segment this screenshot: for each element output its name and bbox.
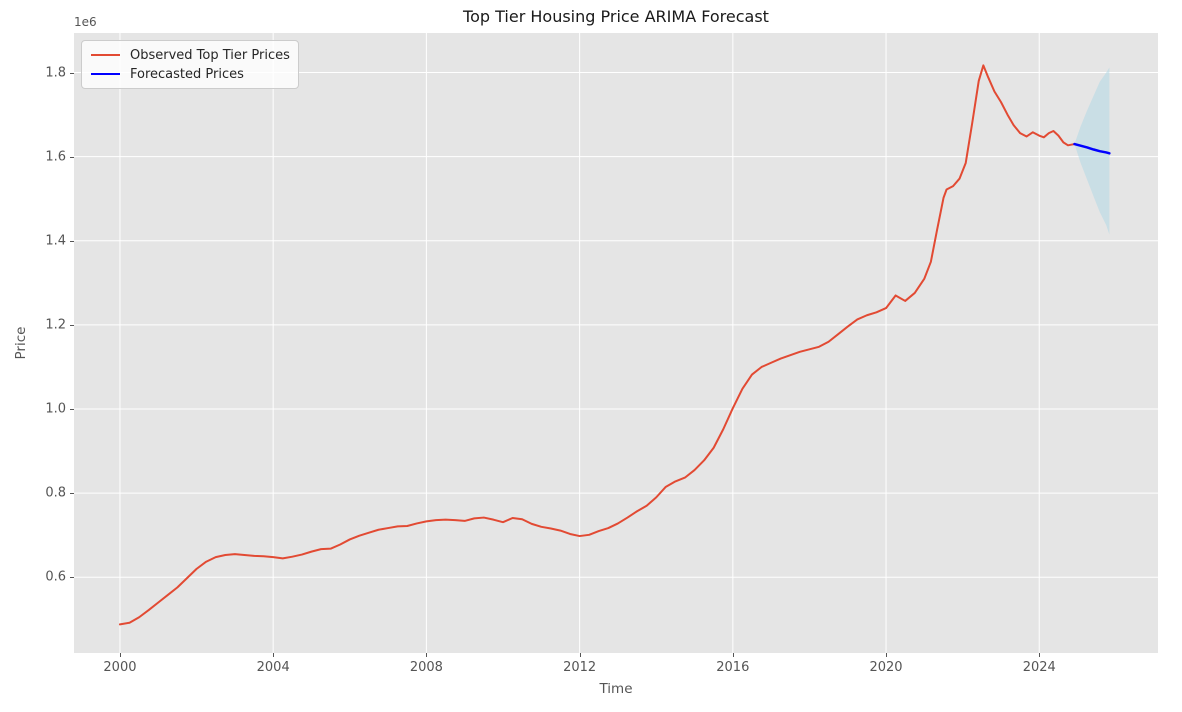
plot-area xyxy=(74,33,1158,653)
x-tick-label: 2024 xyxy=(1022,660,1056,675)
y-tick-mark xyxy=(70,493,74,495)
y-axis-label: Price xyxy=(13,326,29,360)
x-tick-mark xyxy=(579,653,581,657)
y-tick-label: 1.4 xyxy=(45,233,66,249)
x-tick-label: 2016 xyxy=(716,660,750,675)
x-tick-mark xyxy=(886,653,888,657)
y-tick-label: 1.0 xyxy=(45,401,66,417)
legend-label-observed: Observed Top Tier Prices xyxy=(130,47,290,63)
y-tick-label: 1.6 xyxy=(45,149,66,165)
y-tick-label: 1.2 xyxy=(45,317,66,333)
y-tick-mark xyxy=(70,240,74,242)
confidence-interval-band xyxy=(1074,67,1110,235)
x-tick-label: 2004 xyxy=(256,660,290,675)
x-tick-label: 2008 xyxy=(409,660,443,675)
x-tick-mark xyxy=(426,653,428,657)
forecast-line-sample-icon xyxy=(91,73,120,75)
y-tick-mark xyxy=(70,156,74,158)
x-tick-label: 2020 xyxy=(869,660,903,675)
y-tick-mark xyxy=(70,409,74,411)
x-tick-mark xyxy=(1039,653,1041,657)
y-tick-label: 1.8 xyxy=(45,65,66,81)
y-tick-mark xyxy=(70,577,74,579)
legend-row-observed: Observed Top Tier Prices xyxy=(91,48,298,63)
x-tick-mark xyxy=(273,653,275,657)
chart-title: Top Tier Housing Price ARIMA Forecast xyxy=(463,7,769,26)
forecast-price-line xyxy=(1073,142,1111,155)
x-tick-mark xyxy=(119,653,121,657)
legend-row-forecast: Forecasted Prices xyxy=(91,67,298,82)
x-tick-label: 2012 xyxy=(563,660,597,675)
y-axis-offset-text: 1e6 xyxy=(74,15,97,29)
legend: Observed Top Tier Prices Forecasted Pric… xyxy=(81,40,299,89)
legend-label-forecast: Forecasted Prices xyxy=(130,66,244,82)
y-tick-mark xyxy=(70,72,74,74)
y-tick-label: 0.8 xyxy=(45,485,66,501)
y-tick-label: 0.6 xyxy=(45,569,66,585)
y-tick-mark xyxy=(70,324,74,326)
x-tick-mark xyxy=(732,653,734,657)
observed-line-sample-icon xyxy=(91,54,120,56)
chart-canvas xyxy=(74,33,1158,653)
observed-price-line xyxy=(118,64,1076,626)
x-axis-label: Time xyxy=(599,681,633,697)
x-tick-label: 2000 xyxy=(103,660,137,675)
